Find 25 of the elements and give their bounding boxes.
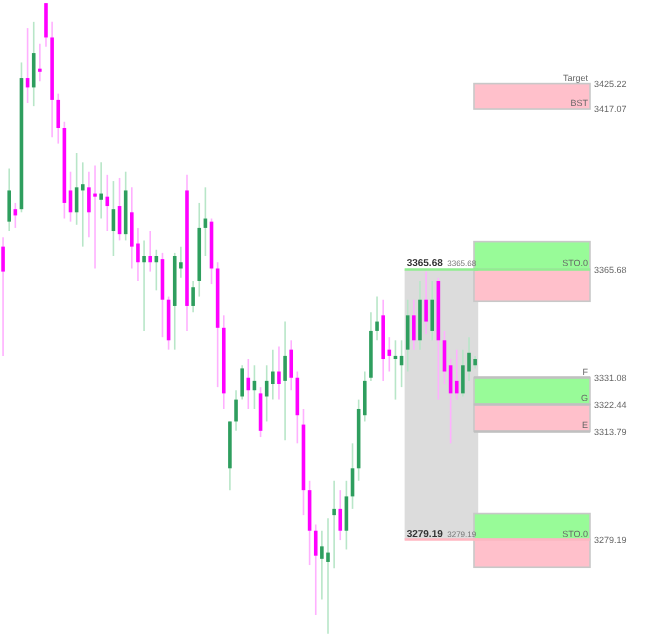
- candlestick: [412, 298, 416, 351]
- candlestick: [381, 298, 385, 382]
- candlestick: [313, 523, 318, 616]
- candlestick: [31, 21, 36, 107]
- candlestick: [93, 164, 97, 270]
- candlestick: [1, 236, 5, 357]
- candlestick: [424, 270, 428, 335]
- candlestick: [405, 298, 410, 373]
- candlestick: [142, 239, 146, 332]
- candlestick: [148, 230, 153, 273]
- candlestick: [332, 479, 336, 569]
- candlestick: [99, 161, 103, 220]
- candlestick: [105, 174, 110, 232]
- candlestick: [430, 280, 435, 342]
- candlestick: [7, 167, 11, 232]
- candlestick: [454, 348, 459, 401]
- candlestick: [80, 161, 85, 248]
- candlestick: [271, 348, 275, 401]
- candlestick: [246, 358, 251, 410]
- candlestick: [38, 42, 42, 82]
- candlestick: [338, 489, 343, 541]
- candlestick: [283, 320, 287, 441]
- candlestick: [277, 345, 281, 401]
- candlestick: [418, 280, 422, 351]
- candlestick: [289, 339, 294, 392]
